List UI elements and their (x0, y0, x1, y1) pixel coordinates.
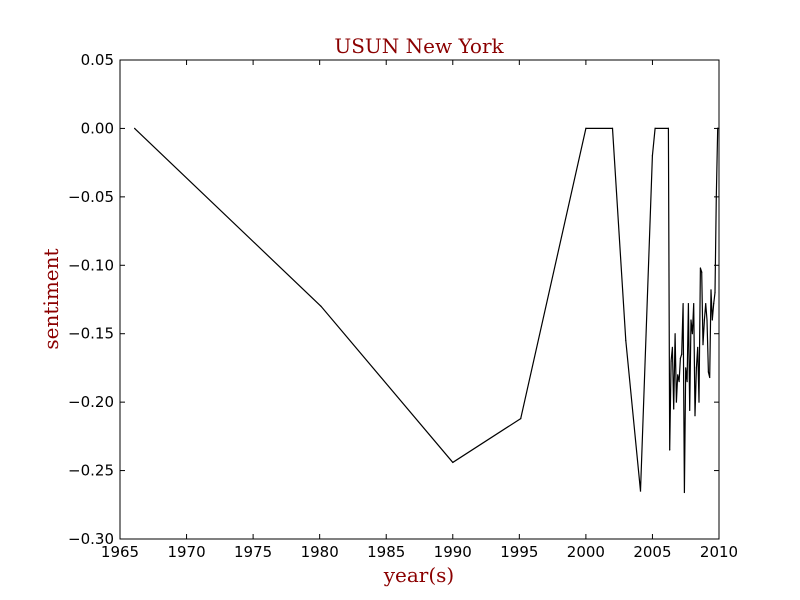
x-tick-label: 1975 (234, 543, 272, 561)
series-layer (134, 127, 720, 494)
data-point (702, 344, 704, 346)
y-tick-label: −0.05 (68, 188, 114, 206)
data-point (134, 127, 136, 129)
data-point (677, 374, 679, 376)
data-point (671, 346, 674, 348)
data-point (452, 461, 454, 463)
data-point (689, 409, 691, 411)
x-tick-label: 2010 (700, 543, 738, 561)
x-axis-label: year(s) (383, 563, 455, 587)
x-tick-label: 1995 (500, 543, 538, 561)
data-point (699, 267, 702, 269)
data-point (520, 418, 522, 420)
plot-frame (119, 59, 720, 540)
data-point (685, 367, 687, 369)
data-point (670, 360, 672, 362)
y-tick-label: −0.25 (68, 462, 114, 480)
data-point (686, 381, 688, 383)
data-point (691, 333, 694, 335)
data-point (715, 196, 717, 198)
chart-title: USUN New York (334, 34, 504, 58)
y-axis-ticks: 0.05 0.00 −0.05 −0.10 −0.15 −0.20 −0.25 −0.30 (68, 51, 719, 548)
data-point (674, 333, 676, 335)
data-point (683, 491, 686, 494)
data-point (673, 408, 675, 410)
y-tick-label: −0.20 (68, 393, 114, 411)
data-point (675, 401, 678, 403)
x-tick-label: 1990 (434, 543, 472, 561)
y-axis-label: sentiment (39, 248, 63, 349)
data-point (709, 376, 711, 379)
data-point (639, 490, 642, 492)
data-point (703, 319, 706, 321)
x-axis-ticks: 1965 1970 1975 1980 1985 1990 1995 2000 2005 2010 (101, 60, 738, 561)
y-tick-label: 0.05 (81, 51, 114, 69)
x-tick-label: 1970 (167, 543, 205, 561)
data-point (694, 415, 696, 417)
data-point (695, 367, 698, 369)
x-tick-label: 1985 (367, 543, 405, 561)
data-point (679, 357, 682, 359)
data-point (714, 292, 716, 294)
y-tick-label: 0.00 (81, 119, 114, 137)
y-tick-label: −0.30 (68, 530, 114, 548)
data-point (651, 155, 654, 157)
data-point (687, 303, 690, 305)
data-point (710, 289, 712, 291)
y-tick-label: −0.10 (68, 256, 114, 274)
data-point (701, 271, 703, 273)
y-tick-label: −0.15 (68, 325, 114, 343)
data-point (654, 127, 656, 129)
data-point (697, 346, 699, 348)
data-point (698, 401, 700, 403)
x-tick-label: 2000 (567, 543, 605, 561)
data-point (611, 127, 614, 129)
data-point (669, 449, 671, 451)
x-tick-label: 1965 (101, 543, 139, 561)
data-point (717, 127, 719, 129)
data-point (682, 303, 684, 305)
x-tick-label: 2005 (633, 543, 671, 561)
data-point (625, 340, 627, 342)
data-point (667, 127, 670, 129)
data-point (320, 305, 322, 307)
data-point (678, 381, 680, 383)
data-point (707, 371, 710, 373)
data-point (705, 303, 707, 305)
data-point (690, 319, 692, 321)
data-point (713, 303, 715, 305)
data-point (681, 353, 683, 355)
x-tick-label: 1980 (301, 543, 339, 561)
data-point (693, 303, 695, 305)
data-point (585, 127, 587, 129)
series-line (134, 127, 719, 493)
data-point (711, 319, 713, 321)
data-point (706, 319, 708, 321)
